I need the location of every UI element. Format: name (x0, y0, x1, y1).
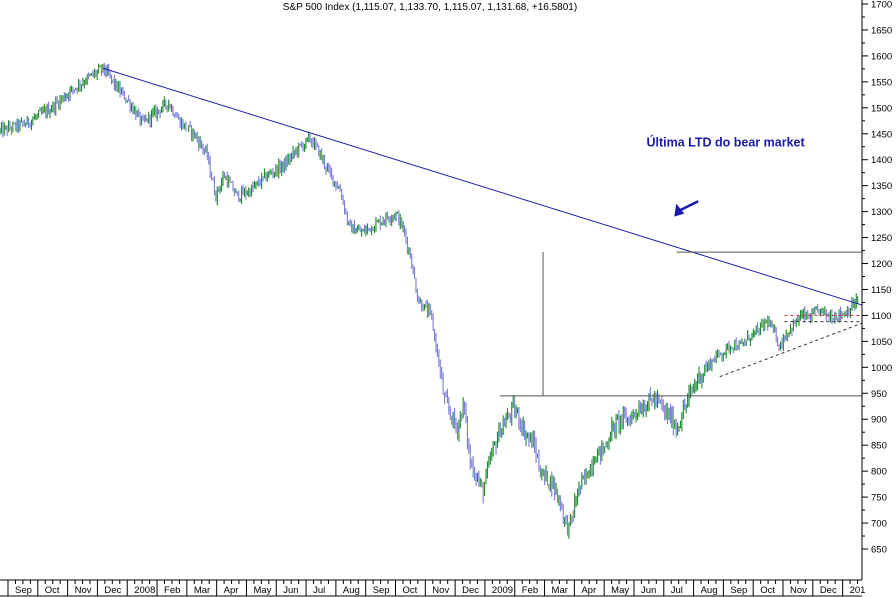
annotation-layer: Última LTD do bear market (647, 135, 806, 217)
x-tick-label: Jul (671, 585, 683, 596)
x-tick-label: 201 (850, 585, 866, 596)
x-tick-label: Jun (283, 585, 298, 596)
y-tick-label: 1200 (871, 259, 892, 270)
y-tick-label: 1700 (871, 0, 892, 11)
x-tick-label: Oct (760, 585, 775, 596)
y-tick-label: 950 (871, 389, 887, 400)
y-tick-label: 1450 (871, 129, 892, 140)
x-tick-label: Dec (820, 585, 837, 596)
x-tick-label: Dec (462, 585, 479, 596)
x-tick-label: May (611, 585, 629, 596)
y-tick-label: 800 (871, 467, 887, 478)
x-tick-label: Jun (641, 585, 656, 596)
y-tick-label: 650 (871, 545, 887, 556)
x-tick-label: Apr (224, 585, 239, 596)
x-tick-label: Nov (75, 585, 92, 596)
y-tick-label: 1300 (871, 207, 892, 218)
x-tick-label: Apr (581, 585, 596, 596)
y-tick-label: 850 (871, 441, 887, 452)
y-tick-label: 1100 (871, 311, 891, 322)
x-tick-label: May (253, 585, 271, 596)
y-tick-label: 750 (871, 493, 887, 504)
y-tick-label: 1650 (871, 25, 892, 36)
arrow-head (674, 203, 685, 217)
x-tick-label: Nov (790, 585, 807, 596)
x-tick-label: 2009 (492, 585, 513, 596)
chart-title: S&P 500 Index (1,115.07, 1,133.70, 1,115… (283, 2, 577, 13)
x-tick-label: Mar (552, 585, 568, 596)
x-tick-label: Sep (730, 585, 747, 596)
y-tick-label: 1150 (871, 285, 891, 296)
y-tick-label: 1400 (871, 155, 892, 166)
annotation-text: Última LTD do bear market (647, 135, 806, 150)
x-tick-label: Dec (104, 585, 121, 596)
x-tick-label: Feb (522, 585, 538, 596)
y-tick-label: 1500 (871, 103, 892, 114)
arrow-shaft (678, 200, 699, 212)
y-tick-label: 900 (871, 415, 887, 426)
x-tick-label: Feb (164, 585, 180, 596)
y-tick-label: 700 (871, 519, 887, 530)
plot-area (0, 62, 863, 539)
y-tick-label: 1600 (871, 51, 892, 62)
x-tick-label: Aug (343, 585, 360, 596)
overlay-line (103, 67, 863, 306)
x-tick-label: Oct (45, 585, 60, 596)
x-tick-label: Aug (701, 585, 718, 596)
y-tick-label: 1000 (871, 363, 892, 374)
overlay-line (719, 322, 863, 378)
x-tick-label: Jul (313, 585, 325, 596)
y-axis: 650 700 750 800 850 900 950 1000 1050 1100 1150 120… (861, 0, 892, 580)
y-tick-label: 1350 (871, 181, 892, 192)
y-tick-label: 1050 (871, 337, 892, 348)
x-axis: Sep Oct Nov Dec 2008 Feb Mar Apr May Jun Jul Aug Sep… (0, 579, 866, 597)
x-tick-label: Sep (373, 585, 390, 596)
x-tick-label: Oct (403, 585, 418, 596)
y-tick-label: 1550 (871, 77, 892, 88)
y-tick-label: 1250 (871, 233, 892, 244)
x-tick-label: Nov (432, 585, 449, 596)
x-tick-label: Mar (194, 585, 210, 596)
x-tick-label: 2008 (134, 585, 155, 596)
x-tick-label: Sep (15, 585, 32, 596)
